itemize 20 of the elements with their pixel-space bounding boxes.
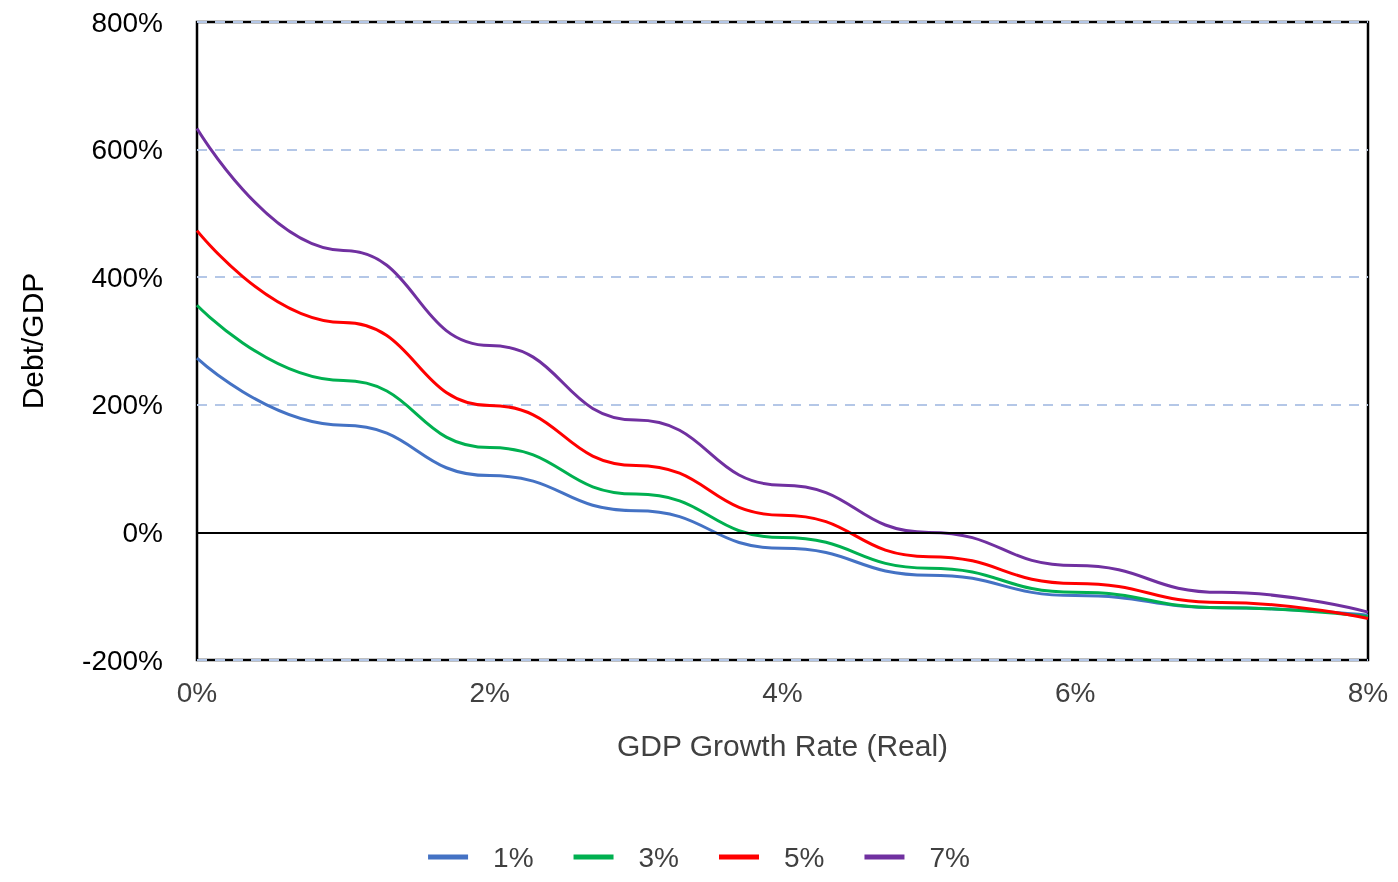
y-tick-label: 400% bbox=[91, 261, 163, 293]
legend-label: 5% bbox=[784, 841, 825, 873]
y-tick-label: 800% bbox=[91, 6, 163, 38]
x-axis-title: GDP Growth Rate (Real) bbox=[616, 728, 949, 762]
y-tick-label: -200% bbox=[82, 644, 163, 676]
line-series bbox=[195, 303, 1370, 619]
x-tick-label: 2% bbox=[469, 676, 510, 708]
y-axis-title: Debt/GDP bbox=[15, 272, 49, 410]
x-tick-label: 4% bbox=[762, 676, 803, 708]
legend-label: 7% bbox=[929, 841, 970, 873]
x-tick-label: 8% bbox=[1347, 676, 1389, 708]
y-tick-label: 200% bbox=[91, 389, 163, 421]
y-tick-label: 0% bbox=[122, 516, 163, 548]
legend-label: 1% bbox=[493, 841, 534, 873]
legend-label: 3% bbox=[638, 841, 679, 873]
y-tick-label: 600% bbox=[91, 134, 163, 166]
x-tick-label: 0% bbox=[176, 676, 218, 708]
x-tick-label: 6% bbox=[1055, 676, 1096, 708]
line-series bbox=[195, 127, 1370, 614]
line-series bbox=[195, 229, 1370, 621]
